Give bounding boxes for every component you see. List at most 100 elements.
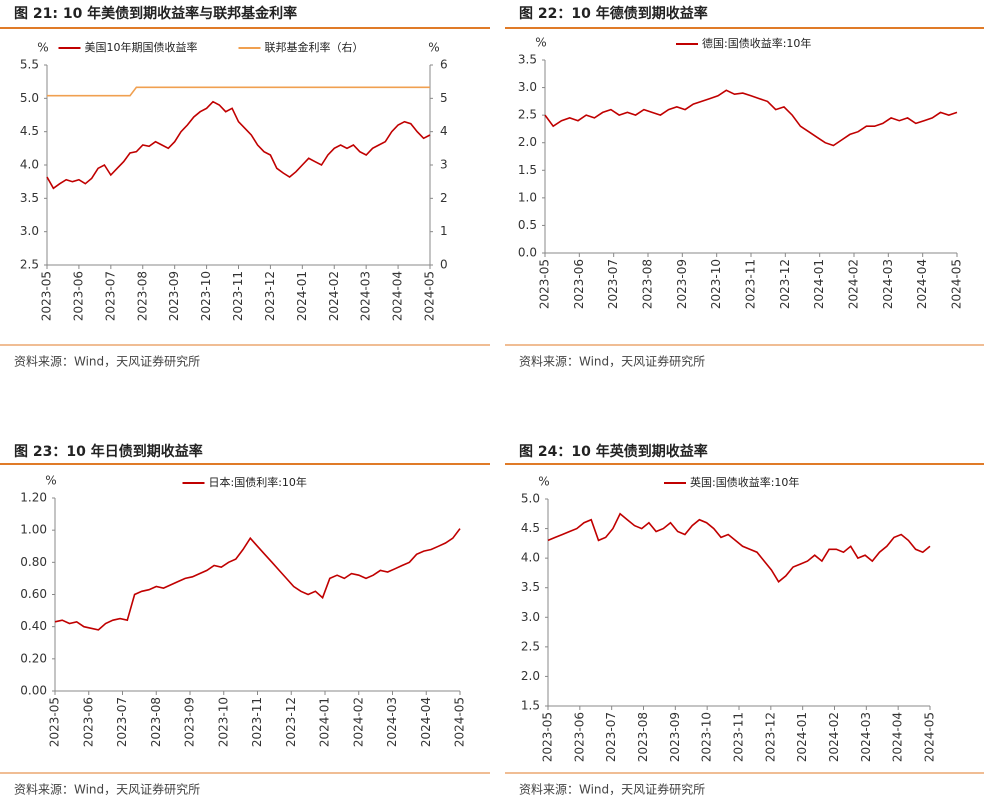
y-tick-label: 3.0 xyxy=(518,80,537,94)
legend-label: 日本:国债利率:10年 xyxy=(209,475,307,489)
x-tick-label: 2024-01 xyxy=(795,712,809,762)
x-tick-label: 2024-01 xyxy=(295,271,309,321)
source: 资料来源：Wind，天风证券研究所 xyxy=(519,782,705,797)
x-tick-label: 2023-07 xyxy=(103,271,117,321)
x-tick-label: 2023-06 xyxy=(71,271,85,321)
x-tick-label: 2023-07 xyxy=(115,697,129,747)
series-line xyxy=(46,100,431,190)
y2-tick-label: 2 xyxy=(440,191,448,205)
y2-tick-label: 6 xyxy=(440,58,448,72)
y-tick-label: 5.5 xyxy=(20,58,39,72)
x-tick-label: 2023-08 xyxy=(149,697,163,747)
y-tick-label: 2.0 xyxy=(521,669,540,683)
x-tick-label: 2023-05 xyxy=(48,697,62,747)
x-tick-label: 2024-03 xyxy=(385,697,399,747)
chart-title: 图 23：10 年日债到期收益率 xyxy=(14,443,203,460)
x-tick-label: 2023-08 xyxy=(135,271,149,321)
x-tick-label: 2023-09 xyxy=(668,712,682,762)
y-unit: % xyxy=(45,474,56,488)
x-tick-label: 2024-03 xyxy=(859,712,873,762)
y-tick-label: 4.0 xyxy=(20,158,39,172)
legend-label: 联邦基金利率（右） xyxy=(265,40,364,54)
x-tick-label: 2023-11 xyxy=(250,697,264,747)
x-tick-label: 2024-02 xyxy=(327,271,341,321)
y-tick-label: 5.0 xyxy=(521,492,540,506)
y-tick-label: 2.0 xyxy=(518,135,537,149)
y-tick-label: 0.40 xyxy=(20,619,47,633)
series-line xyxy=(47,86,430,97)
x-tick-label: 2024-03 xyxy=(881,259,895,309)
x-tick-label: 2024-05 xyxy=(950,259,964,309)
x-tick-label: 2023-06 xyxy=(572,712,586,762)
legend-label: 英国:国债收益率:10年 xyxy=(690,475,799,489)
x-tick-label: 2024-04 xyxy=(419,697,433,747)
y-tick-label: 1.5 xyxy=(518,163,537,177)
y2-tick-label: 5 xyxy=(440,91,448,105)
y-tick-label: 0.5 xyxy=(518,218,537,232)
x-tick-label: 2024-01 xyxy=(812,259,826,309)
x-tick-label: 2023-11 xyxy=(744,259,758,309)
y2-tick-label: 4 xyxy=(440,124,448,138)
source: 资料来源：Wind，天风证券研究所 xyxy=(519,354,705,369)
x-tick-label: 2023-09 xyxy=(675,259,689,309)
x-tick-label: 2023-05 xyxy=(538,259,552,309)
x-tick-label: 2024-05 xyxy=(923,712,937,762)
y-tick-label: 3.5 xyxy=(518,53,537,67)
y-tick-label: 0.20 xyxy=(20,651,47,665)
x-tick-label: 2023-10 xyxy=(216,697,230,747)
y-tick-label: 4.0 xyxy=(521,551,540,565)
x-tick-label: 2024-01 xyxy=(318,697,332,747)
x-tick-label: 2024-02 xyxy=(827,712,841,762)
series-line xyxy=(544,89,958,147)
x-tick-label: 2023-05 xyxy=(40,271,54,321)
chart-title: 图 21: 10 年美债到期收益率与联邦基金利率 xyxy=(14,5,297,22)
y-tick-label: 3.0 xyxy=(521,610,540,624)
y-tick-label: 0.00 xyxy=(20,684,47,698)
x-tick-label: 2024-05 xyxy=(453,697,467,747)
y-unit: % xyxy=(538,475,549,489)
x-tick-label: 2023-09 xyxy=(167,271,181,321)
y-unit: % xyxy=(535,36,546,50)
x-tick-label: 2023-05 xyxy=(541,712,555,762)
y-tick-label: 2.5 xyxy=(20,258,39,272)
y-tick-label: 0.60 xyxy=(20,587,47,601)
x-tick-label: 2024-04 xyxy=(891,712,905,762)
x-tick-label: 2023-08 xyxy=(636,712,650,762)
y-tick-label: 3.5 xyxy=(521,580,540,594)
x-tick-label: 2023-12 xyxy=(263,271,277,321)
y-tick-label: 4.5 xyxy=(521,521,540,535)
x-tick-label: 2023-08 xyxy=(641,259,655,309)
x-tick-label: 2024-03 xyxy=(359,271,373,321)
x-tick-label: 2023-12 xyxy=(284,697,298,747)
y-unit: % xyxy=(37,41,48,55)
y2-tick-label: 1 xyxy=(440,224,448,238)
x-tick-label: 2023-06 xyxy=(81,697,95,747)
x-tick-label: 2024-04 xyxy=(391,271,405,321)
series-line xyxy=(54,528,461,631)
y2-tick-label: 3 xyxy=(440,158,448,172)
y-tick-label: 1.0 xyxy=(518,190,537,204)
x-tick-label: 2023-12 xyxy=(763,712,777,762)
y-tick-label: 1.5 xyxy=(521,699,540,713)
x-tick-label: 2023-11 xyxy=(231,271,245,321)
source: 资料来源：Wind，天风证券研究所 xyxy=(14,354,200,369)
y-tick-label: 4.5 xyxy=(20,124,39,138)
x-tick-label: 2024-05 xyxy=(423,271,437,321)
series-line xyxy=(547,512,931,584)
x-tick-label: 2023-06 xyxy=(572,259,586,309)
x-tick-label: 2023-07 xyxy=(606,259,620,309)
y-tick-label: 1.00 xyxy=(20,523,47,537)
y-tick-label: 1.20 xyxy=(20,491,47,505)
source: 资料来源：Wind，天风证券研究所 xyxy=(14,782,200,797)
y-tick-label: 0.80 xyxy=(20,555,47,569)
y-tick-label: 0.0 xyxy=(518,246,537,260)
x-tick-label: 2023-10 xyxy=(199,271,213,321)
chart-title: 图 24：10 年英债到期收益率 xyxy=(519,443,708,460)
x-tick-label: 2023-09 xyxy=(183,697,197,747)
y-tick-label: 3.0 xyxy=(20,224,39,238)
y-tick-label: 3.5 xyxy=(20,191,39,205)
legend-label: 德国:国债收益率:10年 xyxy=(702,36,811,50)
x-tick-label: 2023-10 xyxy=(709,259,723,309)
x-tick-label: 2023-07 xyxy=(604,712,618,762)
